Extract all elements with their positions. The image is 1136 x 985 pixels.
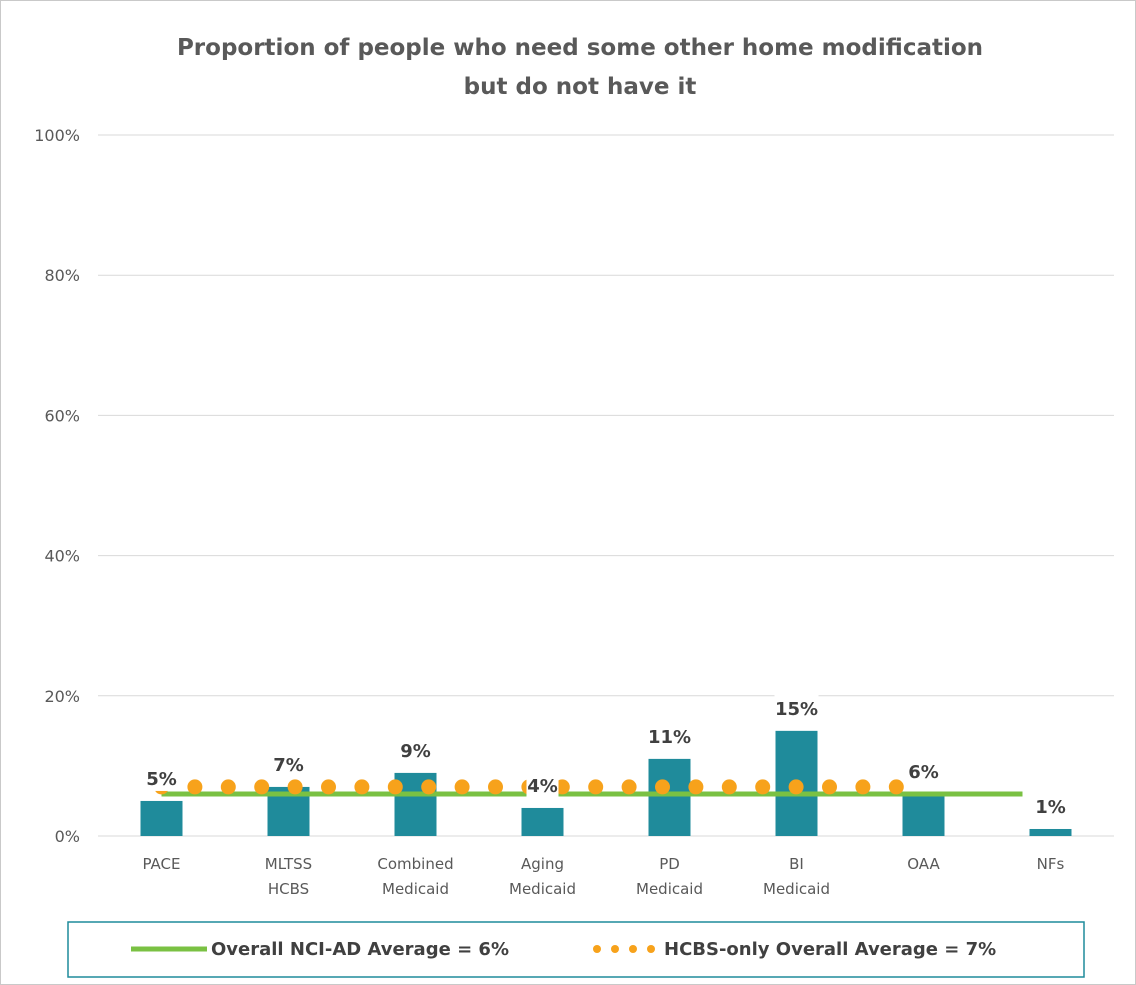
hcbs-average-dot bbox=[454, 779, 470, 795]
x-category-label: Medicaid bbox=[763, 880, 830, 898]
hcbs-average-dot bbox=[488, 779, 503, 795]
hcbs-average-dot bbox=[287, 779, 303, 795]
x-category-label: Combined bbox=[377, 855, 453, 873]
x-category-label: OAA bbox=[907, 855, 940, 873]
y-tick-label: 100% bbox=[34, 126, 80, 145]
chart-title: Proportion of people who need some other… bbox=[177, 35, 983, 100]
x-category-label: PD bbox=[659, 855, 680, 873]
data-label-background bbox=[145, 764, 178, 791]
x-category-label: MLTSS bbox=[265, 855, 312, 873]
gridlines bbox=[98, 134, 1114, 837]
x-category-label: Medicaid bbox=[636, 880, 703, 898]
hcbs-average-dot bbox=[755, 779, 771, 795]
legend-dotted-swatch bbox=[593, 945, 655, 953]
y-axis-tick-labels: 0% 20% 40% 60% 80% 100% bbox=[34, 126, 80, 846]
x-category-label: Medicaid bbox=[509, 880, 576, 898]
data-label: 1% bbox=[1035, 797, 1066, 818]
legend: Overall NCI-AD Average = 6% HCBS-only Ov… bbox=[67, 921, 1085, 978]
data-label: 4% bbox=[527, 776, 558, 797]
data-label: 7% bbox=[273, 755, 304, 776]
bar bbox=[902, 793, 945, 836]
x-category-label: Medicaid bbox=[382, 880, 449, 898]
data-label-background bbox=[272, 750, 305, 777]
hcbs-average-dot bbox=[187, 779, 203, 795]
legend-item-overall-average: Overall NCI-AD Average = 6% bbox=[211, 939, 509, 960]
hcbs-average-dot bbox=[220, 779, 236, 795]
legend-item-hcbs-average: HCBS-only Overall Average = 7% bbox=[664, 939, 996, 960]
reference-lines bbox=[154, 779, 1023, 797]
data-label-background bbox=[907, 757, 940, 784]
bar bbox=[648, 758, 691, 836]
hcbs-average-dot bbox=[321, 779, 336, 795]
hcbs-average-dot bbox=[421, 779, 437, 795]
hcbs-average-dotted-line bbox=[154, 779, 904, 795]
data-label-background bbox=[647, 722, 692, 749]
hcbs-average-dot bbox=[688, 779, 704, 795]
data-label-background bbox=[1034, 792, 1067, 819]
hcbs-average-dot bbox=[588, 779, 604, 795]
data-label: 11% bbox=[648, 727, 691, 748]
hcbs-average-dot bbox=[621, 779, 637, 795]
y-tick-label: 20% bbox=[44, 687, 80, 706]
y-tick-label: 0% bbox=[55, 827, 80, 846]
x-category-label: HCBS bbox=[268, 880, 309, 898]
hcbs-average-dot bbox=[788, 779, 804, 795]
data-labels: 5% 7% 9% 4% 11% 15% 6% 1% bbox=[145, 694, 1067, 819]
hcbs-average-dot bbox=[554, 779, 570, 795]
x-axis-category-labels: PACE MLTSS HCBS Combined Medicaid Aging Medica… bbox=[142, 855, 1064, 898]
chart-title-line-1: Proportion of people who need some other… bbox=[177, 35, 983, 61]
data-label: 15% bbox=[775, 699, 818, 720]
data-label-background bbox=[526, 771, 559, 798]
hcbs-average-dot bbox=[655, 779, 670, 795]
hcbs-average-dot bbox=[387, 779, 403, 795]
x-category-label: NFs bbox=[1037, 855, 1065, 873]
bar bbox=[140, 800, 183, 836]
legend-box bbox=[67, 921, 1085, 978]
hcbs-average-dot bbox=[888, 779, 904, 795]
hcbs-average-dot bbox=[822, 779, 837, 795]
bar bbox=[1029, 828, 1072, 836]
y-tick-label: 60% bbox=[44, 406, 80, 425]
data-label: 6% bbox=[908, 762, 939, 783]
y-tick-label: 40% bbox=[44, 547, 80, 566]
hcbs-average-dot bbox=[354, 779, 370, 795]
x-category-label: Aging bbox=[521, 855, 564, 873]
x-category-label: PACE bbox=[142, 855, 180, 873]
bar bbox=[521, 807, 564, 836]
hcbs-average-dot bbox=[254, 779, 270, 795]
hcbs-average-dot bbox=[855, 779, 871, 795]
chart-title-line-2: but do not have it bbox=[464, 74, 697, 100]
data-label: 5% bbox=[146, 769, 177, 790]
x-category-label: BI bbox=[789, 855, 804, 873]
data-label-background bbox=[399, 736, 432, 763]
data-label: 9% bbox=[400, 741, 431, 762]
hcbs-average-dot bbox=[721, 779, 737, 795]
y-tick-label: 80% bbox=[44, 266, 80, 285]
data-label-background bbox=[774, 694, 819, 721]
